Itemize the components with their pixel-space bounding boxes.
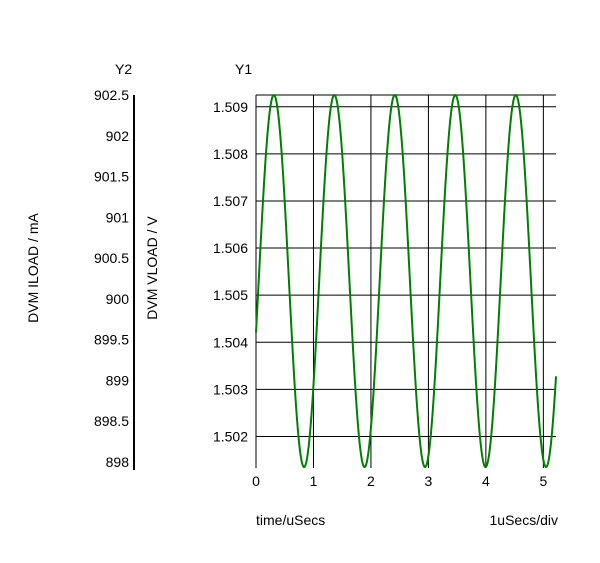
y1-tick-label: 1.509 bbox=[213, 99, 248, 115]
y2-tick-label: 898.5 bbox=[94, 413, 129, 429]
y1-axis-label: DVM VLOAD / V bbox=[144, 216, 160, 320]
y1-tick-label: 1.505 bbox=[213, 287, 248, 303]
x-tick-label: 5 bbox=[539, 473, 547, 489]
y2-tick-label: 901 bbox=[106, 209, 130, 225]
y2-tick-label: 902.5 bbox=[94, 87, 129, 103]
y1-tick-label: 1.502 bbox=[213, 428, 248, 444]
x-tick-label: 0 bbox=[252, 473, 260, 489]
y1-tick-label: 1.506 bbox=[213, 240, 248, 256]
plot-grid bbox=[255, 94, 556, 468]
x-tick-label: 4 bbox=[482, 473, 490, 489]
y1-tick-label: 1.503 bbox=[213, 381, 248, 397]
y2-tick-label: 900 bbox=[106, 291, 130, 307]
y2-tick-label: 902 bbox=[106, 128, 130, 144]
x-tick-label: 2 bbox=[367, 473, 375, 489]
x-tick-label: 1 bbox=[310, 473, 318, 489]
y1-tick-label: 1.504 bbox=[213, 334, 248, 350]
y1-axis-title: Y1 bbox=[235, 61, 252, 77]
y1-tick-label: 1.508 bbox=[213, 146, 248, 162]
y1-tick-label: 1.507 bbox=[213, 193, 248, 209]
y2-tick-label: 900.5 bbox=[94, 250, 129, 266]
x-axis: 0 1 2 3 4 5 bbox=[252, 473, 547, 489]
y2-axis-label: DVM ILOAD / mA bbox=[25, 212, 41, 322]
y2-tick-label: 899 bbox=[106, 372, 130, 388]
y2-axis-title: Y2 bbox=[115, 61, 132, 77]
y2-axis: 898 898.5 899 899.5 900 900.5 901 901.5 902 902.5 bbox=[94, 87, 135, 470]
y1-axis: 1.502 1.503 1.504 1.505 1.506 1.507 1.508 1.509 bbox=[213, 99, 248, 445]
y2-tick-label: 901.5 bbox=[94, 169, 129, 185]
x-axis-label: time/uSecs bbox=[256, 512, 325, 528]
x-division-label: 1uSecs/div bbox=[490, 512, 558, 528]
y2-tick-label: 898 bbox=[106, 454, 130, 470]
series-line-vload bbox=[255, 93, 557, 469]
y2-tick-label: 899.5 bbox=[94, 332, 129, 348]
x-tick-label: 3 bbox=[425, 473, 433, 489]
